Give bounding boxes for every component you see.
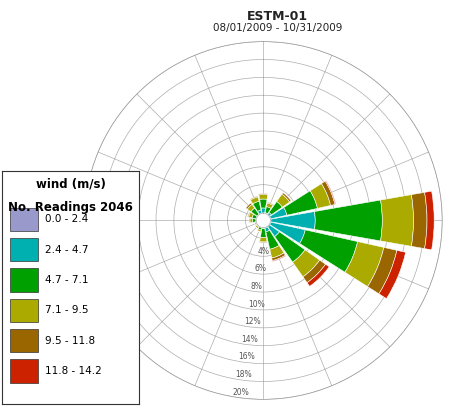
Bar xyxy=(258,210,263,219)
Bar xyxy=(254,223,256,225)
Bar xyxy=(250,196,258,200)
Bar xyxy=(249,212,254,218)
Bar xyxy=(267,202,274,206)
Bar xyxy=(252,214,259,219)
Bar xyxy=(260,199,267,208)
Bar xyxy=(255,225,259,228)
Bar xyxy=(425,191,434,250)
Bar xyxy=(263,220,266,221)
Bar xyxy=(255,226,258,229)
Bar xyxy=(263,219,264,220)
Bar xyxy=(322,181,335,206)
Text: 2.4 - 4.7: 2.4 - 4.7 xyxy=(44,245,88,255)
Bar xyxy=(379,250,406,299)
Bar xyxy=(248,212,250,217)
Bar xyxy=(307,264,329,286)
Bar xyxy=(299,230,358,272)
Bar xyxy=(266,212,315,229)
Bar xyxy=(272,255,286,262)
Bar xyxy=(261,221,263,226)
Bar xyxy=(11,208,38,231)
Bar xyxy=(282,193,291,202)
Bar xyxy=(250,218,253,223)
Bar xyxy=(257,223,261,227)
Bar xyxy=(411,192,427,249)
Bar xyxy=(11,299,38,322)
Bar xyxy=(11,268,38,292)
Bar xyxy=(11,238,38,261)
Bar xyxy=(261,228,266,238)
Bar xyxy=(257,229,261,232)
Bar xyxy=(272,253,286,261)
Bar xyxy=(264,213,271,220)
Bar xyxy=(263,221,269,232)
Bar xyxy=(11,359,38,383)
Polygon shape xyxy=(256,213,270,228)
Text: No. Readings 2046: No. Readings 2046 xyxy=(8,201,133,214)
Bar xyxy=(253,201,261,211)
Bar xyxy=(264,221,280,237)
Bar xyxy=(259,193,268,195)
Text: ESTM-01: ESTM-01 xyxy=(247,10,308,23)
Bar xyxy=(310,183,330,208)
Bar xyxy=(263,220,265,222)
Bar xyxy=(260,221,263,224)
Bar xyxy=(253,219,258,222)
Bar xyxy=(265,208,287,220)
Text: 0.0 - 2.4: 0.0 - 2.4 xyxy=(44,215,88,225)
Bar xyxy=(246,203,252,209)
Text: 7.1 - 9.5: 7.1 - 9.5 xyxy=(44,305,88,315)
Bar xyxy=(266,221,305,243)
Bar xyxy=(274,232,305,262)
Bar xyxy=(260,237,267,242)
Bar xyxy=(303,260,326,283)
Bar xyxy=(262,219,263,220)
Text: wind (m/s): wind (m/s) xyxy=(36,178,105,191)
Bar xyxy=(284,191,317,215)
Text: 11.8 - 14.2: 11.8 - 14.2 xyxy=(44,366,101,376)
Bar xyxy=(277,194,290,207)
Bar xyxy=(250,197,259,204)
Bar xyxy=(259,195,268,199)
Bar xyxy=(11,329,38,352)
Bar xyxy=(292,250,320,277)
Bar xyxy=(262,220,263,221)
Bar xyxy=(247,204,255,212)
Bar xyxy=(269,201,282,215)
Bar xyxy=(368,248,397,294)
Text: 4.7 - 7.1: 4.7 - 7.1 xyxy=(44,275,88,285)
Bar xyxy=(261,208,266,219)
Bar xyxy=(256,221,260,224)
Text: 9.5 - 11.8: 9.5 - 11.8 xyxy=(44,336,95,346)
Bar xyxy=(257,215,263,220)
Bar xyxy=(263,220,264,221)
Bar xyxy=(258,218,262,220)
Bar xyxy=(257,230,261,232)
Bar xyxy=(260,242,267,243)
Text: 08/01/2009 - 10/31/2009: 08/01/2009 - 10/31/2009 xyxy=(213,23,342,33)
Bar xyxy=(255,222,257,225)
Bar xyxy=(325,181,336,205)
Bar xyxy=(249,218,250,223)
Bar xyxy=(263,213,267,220)
Bar xyxy=(345,242,384,287)
Bar xyxy=(270,245,284,258)
Bar xyxy=(262,220,263,221)
Bar xyxy=(262,221,265,228)
Bar xyxy=(260,220,262,223)
Bar xyxy=(267,203,273,208)
Bar xyxy=(258,225,262,230)
Bar xyxy=(263,220,266,222)
Bar xyxy=(258,220,262,221)
Bar xyxy=(266,230,279,249)
Bar xyxy=(265,206,271,214)
Bar xyxy=(381,195,413,246)
Bar xyxy=(251,208,259,216)
Bar xyxy=(315,200,382,241)
